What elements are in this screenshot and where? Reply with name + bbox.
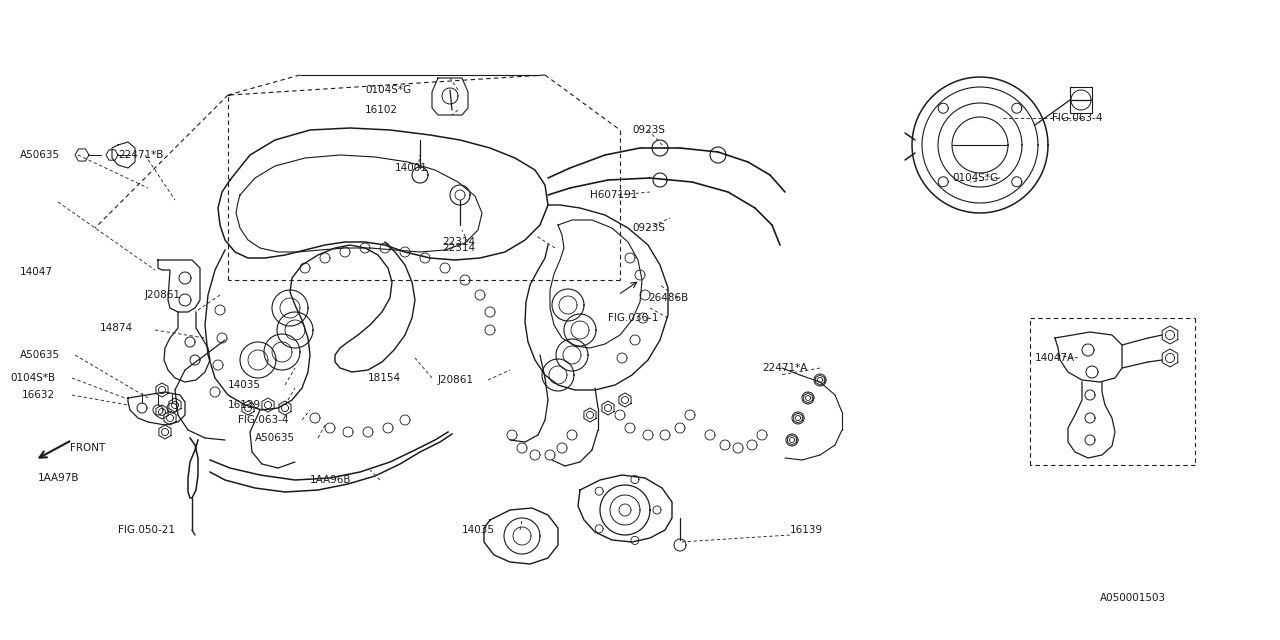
Text: 14001: 14001 (396, 163, 428, 173)
Text: A50635: A50635 (20, 350, 60, 360)
Text: 14035: 14035 (228, 380, 261, 390)
Text: 26486B: 26486B (648, 293, 689, 303)
Text: 22314: 22314 (442, 237, 475, 247)
Text: 0923S: 0923S (632, 125, 666, 135)
Text: 0104S*G: 0104S*G (952, 173, 998, 183)
Text: 14047: 14047 (20, 267, 52, 277)
Text: 1AA97B: 1AA97B (38, 473, 79, 483)
Text: H607191: H607191 (590, 190, 637, 200)
Text: 14047A: 14047A (1036, 353, 1075, 363)
Text: 18154: 18154 (369, 373, 401, 383)
Text: 16102: 16102 (365, 105, 398, 115)
Text: FRONT: FRONT (70, 443, 105, 453)
Text: 16632: 16632 (22, 390, 55, 400)
Text: 16139: 16139 (228, 400, 261, 410)
Text: A50635: A50635 (255, 433, 296, 443)
Text: FIG.050-21: FIG.050-21 (118, 525, 175, 535)
Text: FIG.063-4: FIG.063-4 (1052, 113, 1102, 123)
Text: J20861: J20861 (145, 290, 180, 300)
Text: 22471*B: 22471*B (118, 150, 164, 160)
Text: A050001503: A050001503 (1100, 593, 1166, 603)
Text: 0104S*G: 0104S*G (365, 85, 411, 95)
Text: 14874: 14874 (100, 323, 133, 333)
Text: FIG.063-4: FIG.063-4 (238, 415, 288, 425)
Text: J20861: J20861 (438, 375, 474, 385)
Text: FIG.036-1: FIG.036-1 (608, 313, 658, 323)
Text: 16139: 16139 (790, 525, 823, 535)
Text: 14035: 14035 (462, 525, 495, 535)
Text: A50635: A50635 (20, 150, 60, 160)
Text: 0923S: 0923S (632, 223, 666, 233)
Text: 22471*A: 22471*A (762, 363, 808, 373)
Text: 0104S*B: 0104S*B (10, 373, 55, 383)
Text: 22314: 22314 (442, 243, 475, 253)
Text: 1AA96B: 1AA96B (310, 475, 352, 485)
